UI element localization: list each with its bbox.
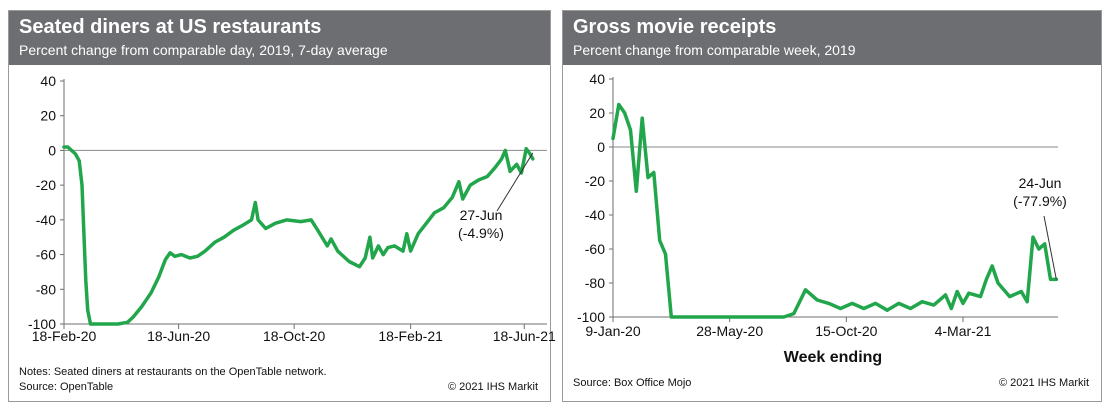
- annotation-date: 27-Jun: [460, 207, 503, 223]
- panel-header: Seated diners at US restaurants Percent …: [9, 11, 550, 65]
- chart-panel-seated-diners: Seated diners at US restaurants Percent …: [8, 10, 556, 402]
- annotation-date: 24-Jun: [1019, 175, 1062, 191]
- y-tick-label: 20: [40, 108, 56, 124]
- x-tick-label: 18-Oct-20: [263, 328, 325, 344]
- annotation-leader: [1043, 215, 1057, 280]
- x-tick-label: 15-Oct-20: [815, 323, 877, 339]
- y-tick-label: 40: [589, 71, 605, 87]
- x-tick-label: 18-Feb-21: [378, 328, 443, 344]
- y-tick-label: -20: [585, 173, 605, 189]
- y-tick-label: -80: [36, 281, 56, 297]
- x-axis-title: Week ending: [784, 349, 882, 366]
- chart-source: Source: OpenTable: [19, 381, 114, 393]
- chart-copyright: © 2021 IHS Markit: [998, 377, 1089, 389]
- x-tick-label: 4-Mar-21: [935, 323, 992, 339]
- y-tick-label: 0: [48, 142, 56, 158]
- y-tick-label: -60: [36, 247, 56, 263]
- series-line: [611, 102, 1059, 319]
- y-tick-label: 0: [597, 139, 605, 155]
- y-tick-label: 20: [589, 105, 605, 121]
- annotation-leader: [496, 152, 534, 212]
- annotation-value: (-4.9%): [458, 225, 504, 241]
- y-tick-label: -100: [28, 316, 56, 332]
- x-tick-label: 18-Jun-20: [147, 328, 210, 344]
- panel-header: Gross movie receipts Percent change from…: [563, 11, 1101, 65]
- x-tick-label: 18-Jun-21: [493, 328, 556, 344]
- chart-subtitle: Percent change from comparable day, 2019…: [19, 42, 388, 58]
- chart-subtitle: Percent change from comparable week, 201…: [573, 42, 856, 58]
- chart-copyright: © 2021 IHS Markit: [447, 381, 538, 393]
- y-tick-label: 40: [40, 73, 56, 89]
- y-tick-label: -20: [36, 177, 56, 193]
- chart-note: Notes: Seated diners at restaurants on t…: [19, 366, 327, 378]
- x-tick-label: 28-May-20: [696, 323, 763, 339]
- series-line: [62, 145, 535, 326]
- y-tick-label: -60: [585, 241, 605, 257]
- y-tick-label: -40: [585, 207, 605, 223]
- chart-title: Seated diners at US restaurants: [19, 16, 322, 38]
- y-tick-label: -100: [577, 309, 605, 325]
- chart-source: Source: Box Office Mojo: [573, 377, 692, 389]
- x-tick-label: 9-Jan-20: [585, 323, 640, 339]
- y-tick-label: -80: [585, 275, 605, 291]
- x-tick-label: 18-Feb-20: [32, 328, 97, 344]
- y-tick-label: -40: [36, 212, 56, 228]
- annotation-value: (-77.9%): [1013, 193, 1067, 209]
- chart-title: Gross movie receipts: [573, 16, 777, 38]
- chart-panel-movie-receipts: Gross movie receipts Percent change from…: [562, 10, 1102, 402]
